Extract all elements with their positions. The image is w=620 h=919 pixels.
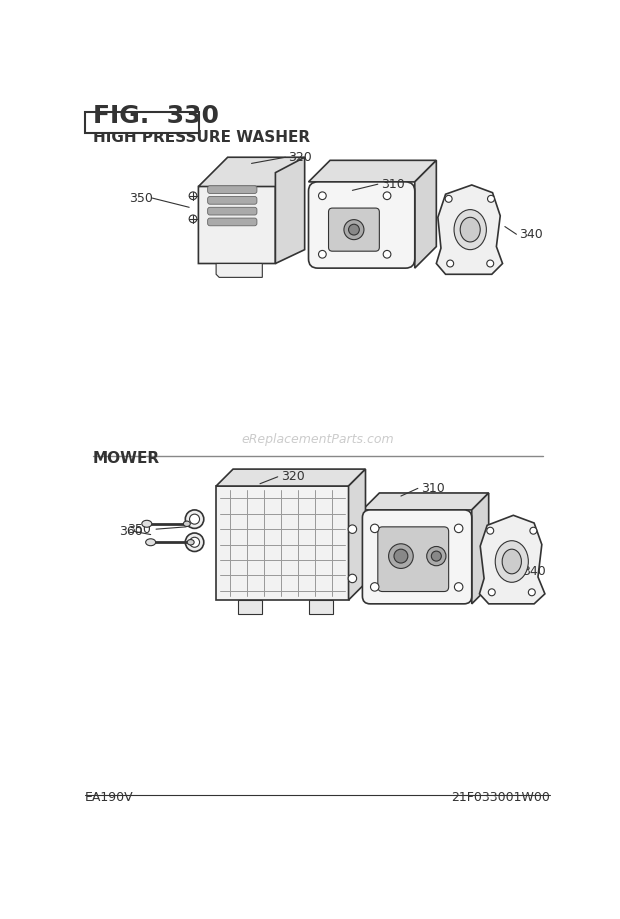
Text: 21F033001W00: 21F033001W00 [451,791,551,804]
Ellipse shape [190,514,200,524]
Ellipse shape [460,217,481,242]
Ellipse shape [319,192,326,199]
Bar [85,112,199,133]
Polygon shape [436,185,503,274]
Polygon shape [237,600,262,614]
Ellipse shape [495,540,528,583]
Ellipse shape [445,196,452,202]
Text: 310: 310 [381,177,405,191]
Polygon shape [348,469,366,600]
Polygon shape [216,469,366,486]
Ellipse shape [487,528,494,534]
Polygon shape [216,486,348,600]
Text: 340: 340 [522,565,546,578]
Ellipse shape [447,260,454,267]
Ellipse shape [185,510,204,528]
Text: MOWER: MOWER [93,451,160,466]
Ellipse shape [487,196,495,202]
Ellipse shape [189,192,197,199]
Ellipse shape [389,544,413,569]
Ellipse shape [319,250,326,258]
Ellipse shape [528,589,535,596]
Ellipse shape [394,550,408,563]
Text: 310: 310 [421,482,445,494]
FancyBboxPatch shape [329,208,379,251]
Text: 320: 320 [288,151,312,164]
Text: 320: 320 [281,471,304,483]
Ellipse shape [348,525,356,533]
Ellipse shape [185,533,204,551]
Ellipse shape [142,520,152,528]
Polygon shape [309,160,436,182]
Ellipse shape [146,539,156,546]
Text: HIGH PRESSURE WASHER: HIGH PRESSURE WASHER [93,130,310,145]
Ellipse shape [427,547,446,566]
Polygon shape [479,516,545,604]
FancyBboxPatch shape [208,218,257,226]
Text: 360: 360 [119,525,143,538]
Polygon shape [198,173,275,264]
Ellipse shape [383,250,391,258]
Polygon shape [415,160,436,268]
Ellipse shape [454,210,486,250]
Ellipse shape [348,574,356,583]
Ellipse shape [454,583,463,591]
Ellipse shape [371,583,379,591]
Ellipse shape [348,224,360,235]
Ellipse shape [187,539,194,545]
FancyBboxPatch shape [309,182,415,268]
Ellipse shape [487,260,494,267]
Polygon shape [216,264,262,278]
Ellipse shape [502,550,521,573]
Ellipse shape [530,528,537,534]
Text: 350: 350 [129,191,153,205]
Polygon shape [363,493,489,510]
Ellipse shape [189,215,197,222]
Ellipse shape [184,521,190,527]
FancyBboxPatch shape [208,208,257,215]
FancyBboxPatch shape [208,197,257,204]
Ellipse shape [432,551,441,562]
Ellipse shape [344,220,364,240]
Polygon shape [198,157,304,187]
FancyBboxPatch shape [378,527,449,592]
Text: FIG.  330: FIG. 330 [93,104,219,128]
Ellipse shape [190,538,200,547]
Polygon shape [472,493,489,604]
Ellipse shape [371,524,379,533]
Polygon shape [275,157,304,264]
Polygon shape [309,600,333,614]
Text: eReplacementParts.com: eReplacementParts.com [241,433,394,446]
Text: 340: 340 [520,228,543,241]
Text: 350: 350 [127,523,151,536]
FancyBboxPatch shape [363,510,472,604]
Ellipse shape [454,524,463,533]
Ellipse shape [383,192,391,199]
Text: EA190V: EA190V [85,791,134,804]
Ellipse shape [489,589,495,596]
FancyBboxPatch shape [208,186,257,193]
